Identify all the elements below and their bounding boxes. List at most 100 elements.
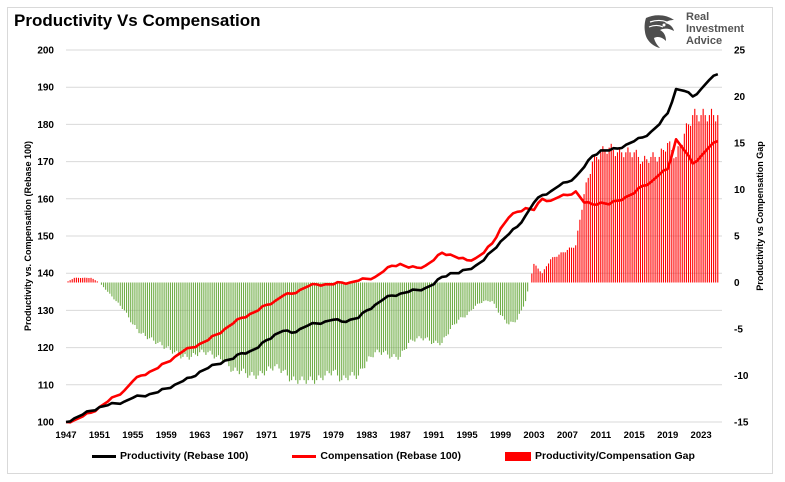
- gap-bar: [568, 247, 570, 283]
- x-tick-label-14: 2003: [523, 430, 544, 441]
- gap-bar: [497, 282, 499, 313]
- gap-bar: [543, 269, 545, 283]
- gap-bar: [238, 282, 240, 375]
- gap-bar: [531, 273, 533, 283]
- gap-bar: [318, 282, 320, 376]
- gap-bar: [408, 282, 410, 343]
- gap-bar: [245, 282, 247, 374]
- gap-bar: [424, 282, 426, 339]
- gap-bar: [614, 156, 616, 283]
- gap-bar: [573, 247, 575, 283]
- gap-bar: [679, 145, 681, 283]
- gap-bar: [71, 279, 73, 283]
- compensation-line: [65, 137, 719, 424]
- gap-bar: [502, 282, 504, 317]
- gap-bar: [362, 282, 364, 369]
- gap-bar: [309, 282, 311, 377]
- gap-bar: [692, 115, 694, 283]
- gap-bar: [673, 158, 675, 283]
- gap-bar: [107, 282, 109, 292]
- gap-bar: [700, 115, 702, 283]
- gap-bar: [525, 282, 527, 302]
- x-tick-label-16: 2011: [591, 430, 612, 441]
- gap-bar: [401, 282, 403, 351]
- gap-bar: [579, 219, 581, 283]
- gap-bar: [637, 156, 639, 283]
- y2-tick-label-6: 15: [734, 139, 746, 150]
- gap-bar: [600, 152, 602, 283]
- gap-bar: [92, 278, 94, 283]
- gap-bar: [410, 282, 412, 340]
- legend-item-compensation: Compensation (Rebase 100): [292, 450, 461, 462]
- gap-bar: [698, 121, 700, 283]
- gap-bar: [506, 282, 508, 324]
- logo-text-real: Real: [686, 11, 710, 23]
- gap-bar: [608, 147, 610, 283]
- gap-bar: [677, 146, 679, 283]
- gap-bar: [84, 277, 86, 283]
- gap-bar: [510, 282, 512, 322]
- x-tick-label-9: 1983: [356, 430, 377, 441]
- gap-bar: [687, 124, 690, 283]
- gap-bar: [123, 282, 125, 311]
- gap-bar: [211, 282, 213, 355]
- gap-bar: [188, 282, 190, 360]
- gap-bar: [378, 282, 380, 353]
- gap-bar: [518, 282, 520, 314]
- gap-bar: [351, 282, 353, 373]
- gap-bar: [504, 282, 506, 320]
- gap-bar: [623, 157, 625, 283]
- gap-bar: [236, 282, 238, 371]
- gap-bar: [460, 282, 462, 318]
- gap-bar: [88, 278, 90, 283]
- gap-bar: [119, 282, 121, 306]
- gap-bar: [621, 152, 623, 283]
- gap-bar: [403, 282, 405, 350]
- gap-bar: [441, 282, 443, 343]
- gap-bar: [399, 282, 401, 357]
- x-tick-label-10: 1987: [390, 430, 411, 441]
- gap-bar: [550, 259, 552, 283]
- y2-tick-label-4: 5: [734, 232, 740, 243]
- gap-bar: [105, 282, 107, 290]
- gap-bar: [140, 282, 142, 334]
- gap-bar: [593, 154, 596, 283]
- gap-bar: [541, 273, 543, 283]
- gap-bar: [176, 282, 178, 351]
- y2-tick-label-8: 25: [734, 46, 746, 57]
- y2-tick-label-3: 0: [734, 278, 740, 289]
- gap-bar: [380, 282, 382, 355]
- gap-bar: [130, 282, 132, 323]
- gap-bar: [268, 282, 270, 367]
- gap-bar: [675, 156, 677, 283]
- logo-text-advice: Advice: [686, 35, 723, 47]
- gap-bar: [627, 147, 629, 283]
- gap-bar: [345, 282, 347, 378]
- gap-bar: [548, 263, 550, 283]
- x-tick-label-8: 1979: [323, 430, 344, 441]
- gap-bar: [322, 282, 324, 381]
- real-investment-advice-logo: Real Investment Advice: [640, 12, 760, 50]
- gap-bar: [564, 252, 566, 283]
- gap-bar: [100, 282, 103, 285]
- gap-bar: [203, 282, 205, 353]
- x-tick-label-5: 1967: [223, 430, 244, 441]
- gap-bar: [207, 282, 209, 353]
- gap-bar: [293, 282, 295, 377]
- gap-bar: [639, 163, 642, 283]
- gap-bar: [533, 263, 535, 283]
- gap-bar: [355, 282, 357, 379]
- gap-bar: [694, 108, 696, 283]
- gap-bar: [412, 282, 414, 341]
- gap-bar: [562, 252, 564, 283]
- gap-bar: [646, 159, 648, 283]
- gap-bar: [257, 282, 259, 376]
- legend-label-gap: Productivity/Compensation Gap: [535, 450, 695, 462]
- gap-bar: [696, 115, 698, 283]
- eagle-head-icon: [644, 15, 674, 48]
- gap-bar: [194, 282, 197, 355]
- x-tick-label-4: 1963: [189, 430, 210, 441]
- gap-bar: [537, 268, 539, 283]
- gap-bar: [479, 282, 481, 304]
- gap-bar: [190, 282, 192, 357]
